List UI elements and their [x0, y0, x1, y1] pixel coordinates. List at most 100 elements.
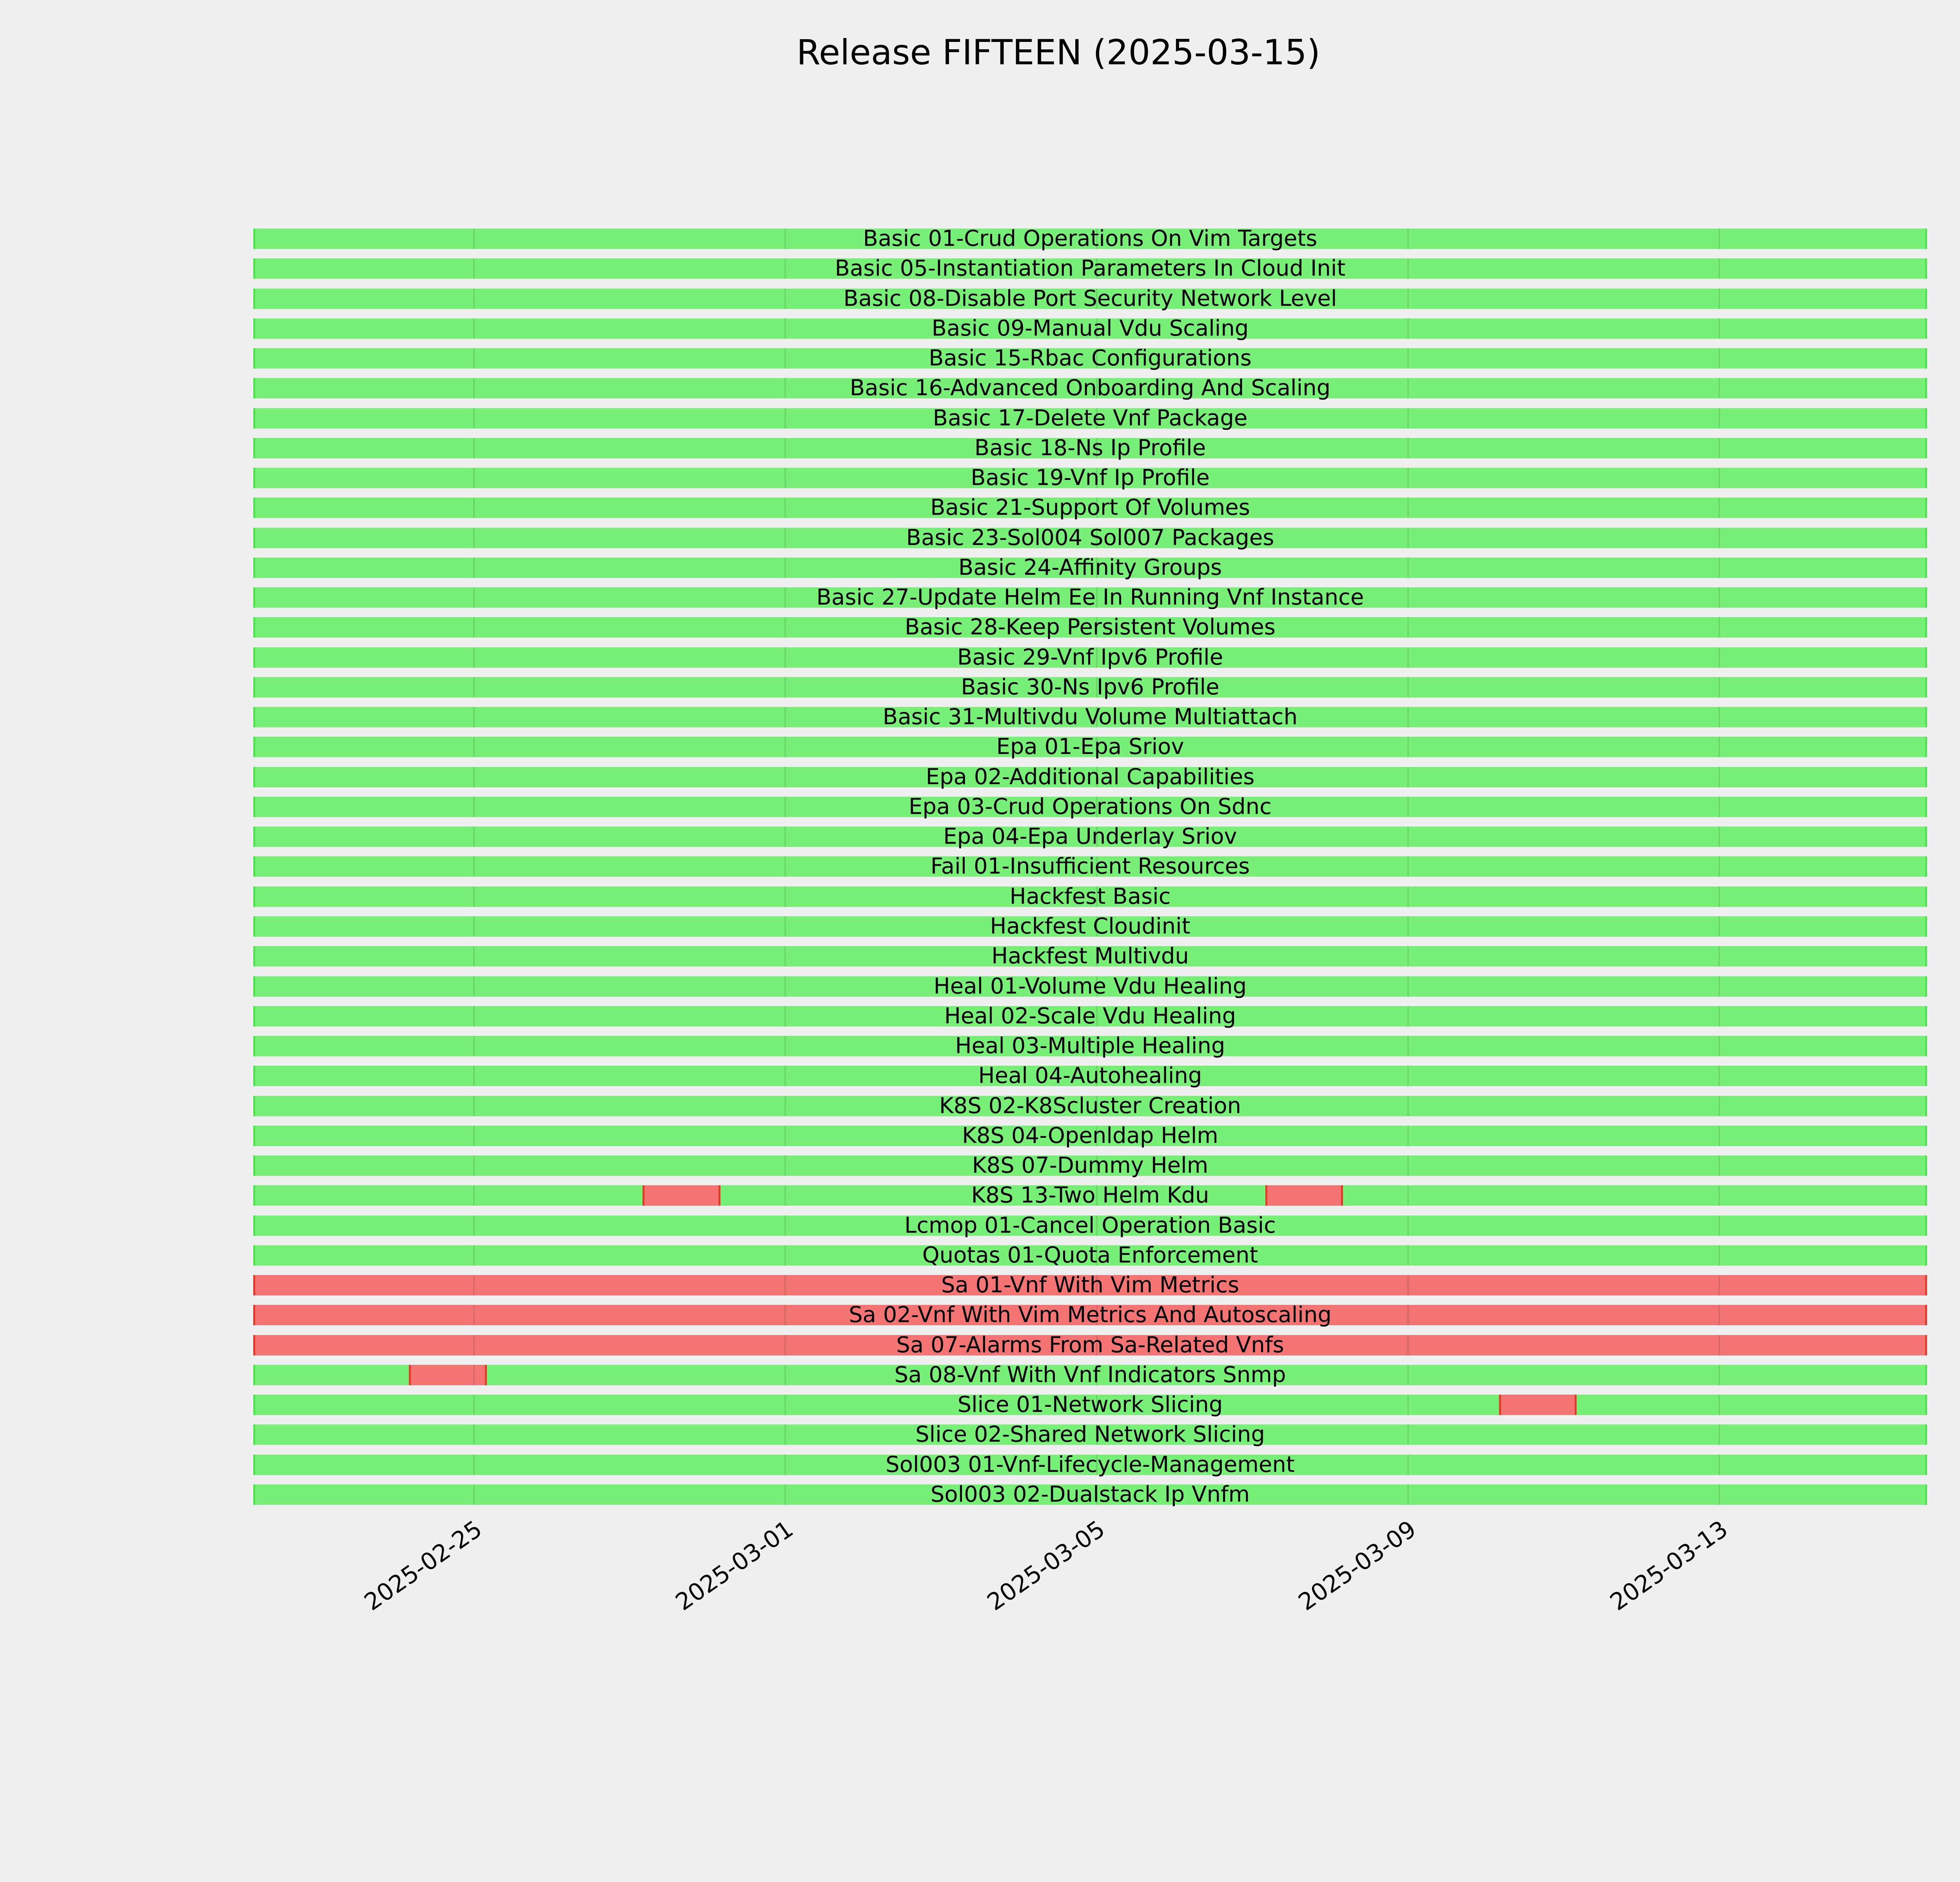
x-gridline — [1096, 1424, 1098, 1445]
gantt-row: Basic 18-Ns Ip Profile — [253, 437, 1927, 459]
x-gridline — [473, 647, 475, 668]
x-gridline — [784, 258, 786, 279]
gantt-row: Epa 02-Additional Capabilities — [253, 766, 1927, 788]
gantt-row: Fail 01-Insufficient Resources — [253, 856, 1927, 877]
x-gridline — [1719, 288, 1720, 309]
gantt-row: K8S 07-Dummy Helm — [253, 1155, 1927, 1177]
gantt-row: Epa 01-Epa Sriov — [253, 736, 1927, 758]
gantt-row: Basic 15-Rbac Configurations — [253, 345, 1927, 371]
x-gridline — [473, 976, 475, 997]
status-bar-pass — [253, 886, 1927, 907]
x-gridline — [1407, 1095, 1409, 1116]
x-gridline — [1407, 498, 1409, 518]
x-gridline — [1719, 1395, 1720, 1415]
x-gridline — [473, 1305, 475, 1326]
gantt-row: Epa 03-Crud Operations On Sdnc — [253, 796, 1927, 817]
x-gridline — [1407, 1454, 1409, 1475]
x-gridline — [473, 348, 475, 369]
gantt-row: Heal 02-Scale Vdu Healing — [253, 1005, 1927, 1027]
x-gridline — [1719, 1095, 1720, 1116]
gantt-row: Slice 01-Network Slicing — [253, 1394, 1927, 1416]
gantt-row-label: Hackfest Cloudinit — [990, 913, 1191, 939]
x-gridline — [473, 1215, 475, 1236]
x-gridline — [1407, 1185, 1409, 1206]
x-gridline — [473, 617, 475, 638]
gantt-row-label: Basic 15-Rbac Configurations — [929, 345, 1252, 371]
x-gridline — [1407, 886, 1409, 907]
x-gridline — [1096, 1066, 1098, 1086]
x-gridline — [784, 976, 786, 997]
gantt-row-label: Sa 07-Alarms From Sa-Related Vnfs — [896, 1332, 1284, 1358]
x-gridline — [1407, 1335, 1409, 1355]
x-gridline — [1719, 1155, 1720, 1176]
gantt-row-label: Basic 24-Affinity Groups — [958, 554, 1222, 580]
gantt-row-label: Basic 27-Update Helm Ee In Running Vnf I… — [816, 585, 1364, 610]
x-gridline — [784, 1275, 786, 1296]
x-gridline — [473, 946, 475, 967]
x-gridline — [1407, 258, 1409, 279]
status-bar-pass — [253, 1185, 1927, 1206]
x-gridline — [784, 557, 786, 578]
x-gridline — [1719, 1454, 1720, 1475]
x-gridline — [1719, 856, 1720, 877]
x-gridline — [1719, 1006, 1720, 1026]
status-bar-pass — [253, 1454, 1927, 1475]
status-bar-pass — [253, 1364, 1927, 1385]
gantt-row-label: Basic 23-Sol004 Sol007 Packages — [906, 525, 1274, 550]
gantt-row-label: Epa 04-Epa Underlay Sriov — [943, 824, 1237, 850]
x-gridline — [784, 318, 786, 339]
gantt-row: Basic 21-Support Of Volumes — [253, 497, 1927, 519]
x-gridline — [784, 408, 786, 429]
x-gridline — [784, 498, 786, 518]
gantt-row: Heal 04-Autohealing — [253, 1065, 1927, 1087]
gantt-row-label: Sa 08-Vnf With Vnf Indicators Snmp — [894, 1362, 1286, 1388]
x-gridline — [473, 1275, 475, 1296]
x-gridline — [1407, 647, 1409, 668]
x-gridline — [784, 1155, 786, 1176]
gantt-row: Sol003 01-Vnf-Lifecycle-Management — [253, 1453, 1927, 1475]
x-gridline — [784, 1484, 786, 1505]
x-gridline — [784, 827, 786, 847]
x-gridline — [473, 1335, 475, 1355]
x-gridline — [784, 916, 786, 937]
x-gridline — [1096, 258, 1098, 279]
x-gridline — [1096, 1125, 1098, 1146]
gantt-row: Sa 02-Vnf With Vim Metrics And Autoscali… — [253, 1304, 1927, 1326]
fail-segment — [1265, 1185, 1343, 1206]
x-gridline — [1096, 976, 1098, 997]
status-bar-pass — [253, 229, 1927, 249]
x-gridline — [1407, 1155, 1409, 1176]
x-gridline — [1096, 348, 1098, 369]
x-gridline — [1096, 438, 1098, 458]
status-bar-pass — [253, 468, 1927, 489]
x-gridline — [1719, 1424, 1720, 1445]
x-gridline — [784, 1454, 786, 1475]
x-gridline — [1719, 1066, 1720, 1086]
x-gridline — [1719, 587, 1720, 608]
status-bar-pass — [253, 796, 1927, 817]
status-bar-pass — [253, 1006, 1927, 1026]
gantt-row: Lcmop 01-Cancel Operation Basic — [253, 1214, 1927, 1236]
x-gridline — [1407, 976, 1409, 997]
x-gridline — [1096, 886, 1098, 907]
x-gridline — [784, 707, 786, 728]
x-gridline — [1407, 1395, 1409, 1415]
status-bar-pass — [253, 557, 1927, 578]
status-bar-pass — [253, 408, 1927, 429]
status-bar-pass — [253, 1066, 1927, 1086]
x-gridline — [1407, 468, 1409, 489]
gantt-row-label: Slice 02-Shared Network Slicing — [915, 1422, 1265, 1448]
x-gridline — [1096, 1155, 1098, 1176]
x-gridline — [1719, 1484, 1720, 1505]
x-gridline — [1407, 229, 1409, 249]
gantt-row-label: Basic 01-Crud Operations On Vim Targets — [863, 226, 1318, 251]
x-gridline — [1096, 1185, 1098, 1206]
status-bar-pass — [253, 258, 1927, 279]
x-gridline — [1096, 916, 1098, 937]
x-gridline — [1719, 1245, 1720, 1266]
x-gridline — [784, 1006, 786, 1026]
status-bar-pass — [253, 946, 1927, 967]
x-gridline — [1407, 796, 1409, 817]
x-gridline — [784, 587, 786, 608]
